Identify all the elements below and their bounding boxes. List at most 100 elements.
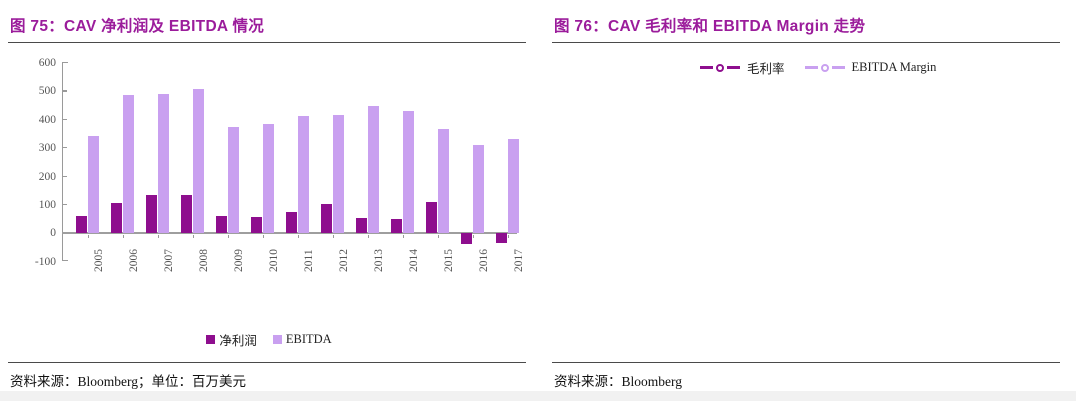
legend-line2-gross-margin xyxy=(727,66,740,69)
bar-EBITDA-2014 xyxy=(403,110,414,233)
bar-xlabel-2013: 2013 xyxy=(372,249,385,272)
bar-ytick-400: 400 xyxy=(38,113,56,126)
bar-xtick-2014 xyxy=(402,234,404,238)
figure-76-footer-rule xyxy=(552,362,1060,364)
bar-净利润-2011 xyxy=(286,212,297,233)
legend-label-ebitda-margin: EBITDA Margin xyxy=(851,60,937,74)
bar-xlabel-2009: 2009 xyxy=(232,249,245,272)
bar-EBITDA-2010 xyxy=(263,124,274,233)
bar-xlabel-2017: 2017 xyxy=(512,249,525,272)
bar-EBITDA-2008 xyxy=(193,89,204,233)
bar-xtick-2017 xyxy=(507,234,509,238)
figure-76-title: 图 76：CAV 毛利率和 EBITDA Margin 走势 xyxy=(554,18,866,35)
bar-xtick-2010 xyxy=(262,234,264,238)
bar-xtick-2012 xyxy=(332,234,334,238)
bar-EBITDA-2011 xyxy=(298,116,309,233)
page-bottom-strip xyxy=(0,391,538,401)
bar-tick-300 xyxy=(63,147,68,149)
bar-EBITDA-2005 xyxy=(88,135,99,233)
legend-label-ebitda: EBITDA xyxy=(285,332,332,346)
legend-label-gross-margin: 毛利率 xyxy=(747,62,785,76)
bar-净利润-2016 xyxy=(461,232,472,244)
bar-EBITDA-2016 xyxy=(473,145,484,233)
bar-xlabel-2008: 2008 xyxy=(197,249,210,272)
bar-xlabel-2015: 2015 xyxy=(442,249,455,272)
bar-xlabel-2012: 2012 xyxy=(337,249,350,272)
bar-zero-baseline xyxy=(62,232,517,234)
bar-y-axis xyxy=(62,62,64,261)
bar-xtick-2007 xyxy=(157,234,159,238)
bar-EBITDA-2009 xyxy=(228,127,239,233)
legend-swatch-ebitda xyxy=(272,335,282,344)
bar-净利润-2013 xyxy=(356,218,367,233)
figure-76-title-rule xyxy=(552,42,1060,44)
bar-ytick-200: 200 xyxy=(38,170,56,183)
page-bottom-strip-right xyxy=(538,391,1076,401)
bar-xtick-2011 xyxy=(297,234,299,238)
bar-净利润-2010 xyxy=(251,216,262,233)
bar-xtick-2006 xyxy=(122,234,124,238)
bar-EBITDA-2013 xyxy=(368,106,379,233)
legend-item-ebitda-margin: EBITDA Margin xyxy=(804,60,937,75)
legend-line2-ebitda-margin xyxy=(831,66,845,69)
bar-xlabel-2010: 2010 xyxy=(267,249,280,272)
bar-EBITDA-2007 xyxy=(158,93,169,233)
figure-75-title-rule xyxy=(8,42,526,44)
bar-ytick-100: 100 xyxy=(38,199,56,211)
bar-ytick-500: 500 xyxy=(38,85,56,98)
bar-净利润-2008 xyxy=(181,195,192,233)
legend-item-gross-margin: 毛利率 xyxy=(700,58,785,77)
bar-净利润-2006 xyxy=(111,202,122,233)
bar-净利润-2012 xyxy=(321,203,332,233)
figure-76-source: 资料来源：Bloomberg xyxy=(554,374,682,389)
bar-xtick-2008 xyxy=(192,234,194,238)
legend-marker-ebitda-margin xyxy=(820,63,829,72)
bar-xlabel-2006: 2006 xyxy=(127,249,140,272)
legend-line-ebitda-margin xyxy=(804,66,818,69)
legend-swatch-net-profit xyxy=(206,335,216,344)
figure-75-title: 图 75：CAV 净利润及 EBITDA 情况 xyxy=(10,18,265,35)
bar-ytick-300: 300 xyxy=(38,142,56,155)
legend-item-net-profit: 净利润 xyxy=(206,330,257,349)
bar-xlabel-2016: 2016 xyxy=(477,249,490,272)
bar-tick-400 xyxy=(63,118,68,120)
figure-75-footer-rule xyxy=(8,362,526,364)
bar-净利润-2005 xyxy=(76,215,87,233)
bar-xtick-2009 xyxy=(227,234,229,238)
bar-ytick-neg100: -100 xyxy=(34,255,56,268)
bar-净利润-2009 xyxy=(216,215,227,233)
bar-xtick-2016 xyxy=(472,234,474,238)
bar-EBITDA-2017 xyxy=(508,139,519,233)
bar-xtick-2013 xyxy=(367,234,369,238)
bar-EBITDA-2015 xyxy=(438,128,449,233)
bar-chart-plot-area xyxy=(62,62,519,261)
bar-chart-legend: 净利润 EBITDA xyxy=(0,330,538,349)
line-chart-legend: 毛利率 EBITDA Margin xyxy=(700,58,936,77)
legend-line-gross-margin xyxy=(700,66,713,69)
figure-76-panel: 图 76：CAV 毛利率和 EBITDA Margin 走势 毛利率 EBITD… xyxy=(538,0,1076,401)
bar-EBITDA-2012 xyxy=(333,114,344,233)
legend-label-net-profit: 净利润 xyxy=(219,334,257,348)
bar-xtick-2015 xyxy=(437,234,439,238)
legend-marker-gross-margin xyxy=(716,63,724,72)
bar-ytick-600: 600 xyxy=(38,57,56,69)
bar-axis-cap-top xyxy=(62,62,68,64)
bar-xlabel-2014: 2014 xyxy=(407,249,420,272)
bar-EBITDA-2006 xyxy=(123,94,134,233)
bar-净利润-2007 xyxy=(146,195,157,233)
figure-75-panel: 图 75：CAV 净利润及 EBITDA 情况 600 500 400 300 … xyxy=(0,18,538,401)
bar-xlabel-2011: 2011 xyxy=(302,249,315,272)
bar-tick-500 xyxy=(63,90,68,92)
bar-ytick-0: 0 xyxy=(50,227,56,240)
bar-净利润-2014 xyxy=(391,219,402,233)
bar-tick-200 xyxy=(63,175,68,177)
bar-xlabel-2007: 2007 xyxy=(162,249,175,272)
legend-item-ebitda: EBITDA xyxy=(272,332,332,347)
bar-净利润-2015 xyxy=(426,201,437,233)
figure-75-source: 资料来源：Bloomberg；单位：百万美元 xyxy=(10,374,246,389)
bar-净利润-2017 xyxy=(496,232,507,244)
bar-xtick-2005 xyxy=(87,234,89,238)
bar-tick-100 xyxy=(63,204,68,206)
bar-axis-cap-bottom xyxy=(62,259,68,261)
